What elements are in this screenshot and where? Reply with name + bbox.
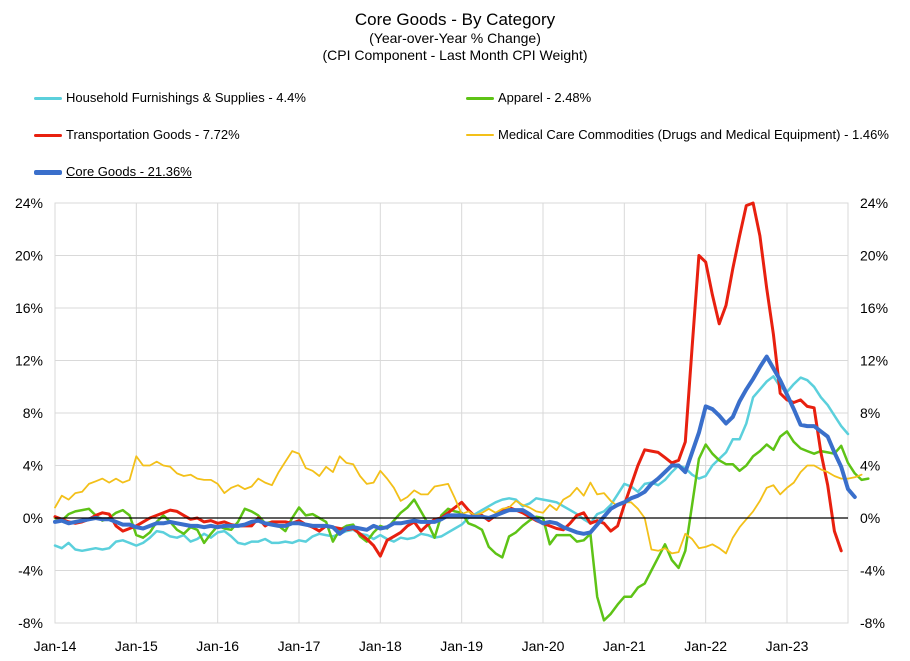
legend-item-apparel: Apparel - 2.48% — [466, 90, 591, 106]
y-tick-label-right: 0% — [860, 510, 880, 526]
y-tick-label-left: 20% — [15, 248, 43, 264]
y-tick-label-left: -4% — [18, 563, 43, 579]
y-tick-label-left: 0% — [23, 510, 43, 526]
legend-swatch-core — [34, 169, 62, 175]
x-tick-label: Jan-18 — [359, 638, 402, 654]
legend-item-transport: Transportation Goods - 7.72% — [34, 127, 240, 143]
legend-swatch-medical — [466, 134, 494, 136]
y-tick-label-left: 12% — [15, 353, 43, 369]
x-tick-label: Jan-16 — [196, 638, 239, 654]
legend-label-core: Core Goods - 21.36% — [66, 164, 192, 179]
y-tick-label-right: 24% — [860, 195, 888, 211]
legend-item-household: Household Furnishings & Supplies - 4.4% — [34, 90, 306, 106]
y-tick-label-left: 24% — [15, 195, 43, 211]
x-tick-label: Jan-17 — [278, 638, 321, 654]
y-tick-label-left: 16% — [15, 300, 43, 316]
x-tick-label: Jan-14 — [34, 638, 77, 654]
x-tick-label: Jan-21 — [603, 638, 646, 654]
legend-label-household: Household Furnishings & Supplies - 4.4% — [66, 90, 306, 105]
chart-title: Core Goods - By Category — [354, 10, 556, 29]
y-tick-label-left: -8% — [18, 615, 43, 631]
x-tick-label: Jan-23 — [766, 638, 809, 654]
x-tick-label: Jan-22 — [684, 638, 727, 654]
series-line-transport — [53, 201, 843, 558]
legend-label-apparel: Apparel - 2.48% — [498, 90, 592, 105]
series-line-core — [53, 354, 857, 536]
y-tick-label-left: 8% — [23, 405, 43, 421]
chart-subtitle-weight: (CPI Component - Last Month CPI Weight) — [322, 47, 588, 63]
y-tick-label-left: 4% — [23, 458, 43, 474]
x-tick-label: Jan-20 — [522, 638, 565, 654]
y-tick-label-right: 16% — [860, 300, 888, 316]
series-line-household — [53, 375, 850, 553]
y-tick-label-right: 8% — [860, 405, 880, 421]
y-tick-label-right: -8% — [860, 615, 885, 631]
series-line-medical — [54, 450, 863, 555]
legend-swatch-household — [34, 96, 62, 100]
y-tick-label-right: 12% — [860, 353, 888, 369]
x-tick-label: Jan-19 — [440, 638, 483, 654]
y-tick-label-right: 4% — [860, 458, 880, 474]
chart-subtitle: (Year-over-Year % Change) — [369, 30, 541, 46]
chart-titles: Core Goods - By Category (Year-over-Year… — [0, 10, 910, 64]
legend-item-core: Core Goods - 21.36% — [34, 164, 192, 180]
plot-frame — [54, 202, 849, 624]
legend-swatch-transport — [34, 133, 62, 137]
x-tick-label: Jan-15 — [115, 638, 158, 654]
legend-label-medical: Medical Care Commodities (Drugs and Medi… — [498, 127, 889, 142]
legend-item-medical: Medical Care Commodities (Drugs and Medi… — [466, 127, 889, 143]
legend-label-transport: Transportation Goods - 7.72% — [66, 127, 240, 142]
y-tick-label-right: 20% — [860, 248, 888, 264]
y-tick-label-right: -4% — [860, 563, 885, 579]
legend-swatch-apparel — [466, 96, 494, 100]
